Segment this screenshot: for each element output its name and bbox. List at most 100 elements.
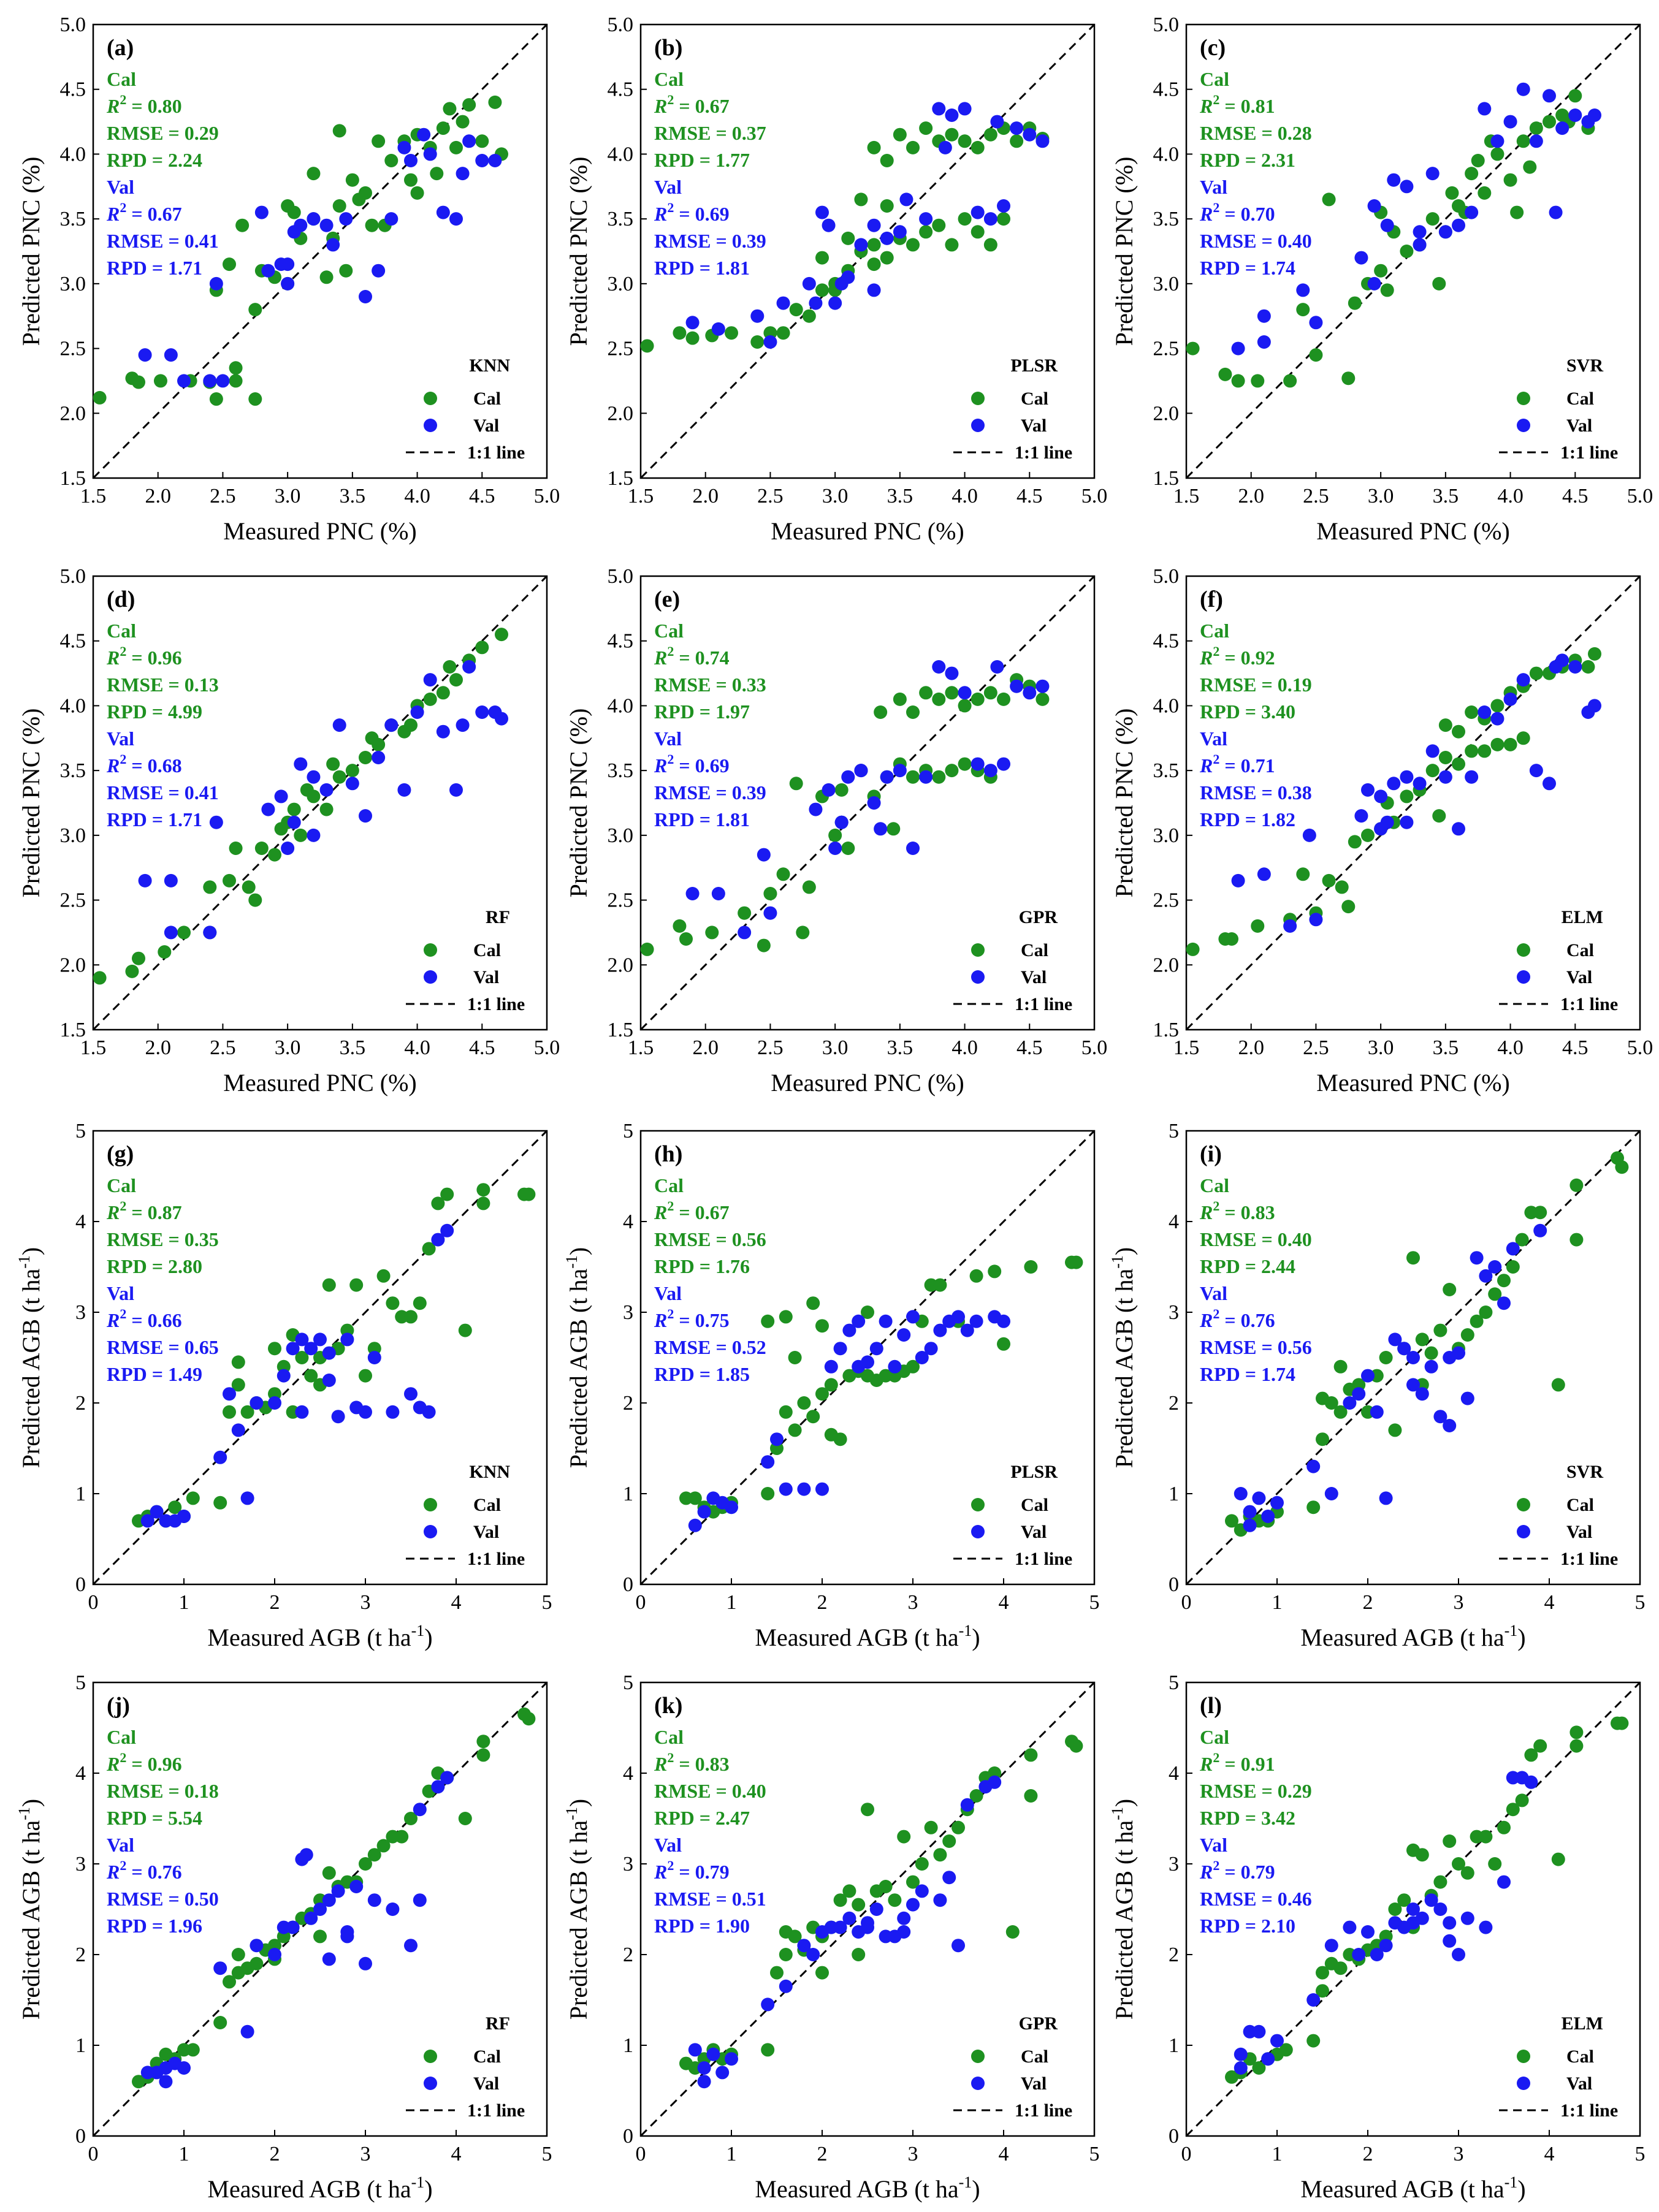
- x-tick-label: 2.5: [210, 1036, 236, 1059]
- val-point: [779, 1482, 793, 1496]
- cal-rpd: RPD = 1.76: [654, 1255, 750, 1277]
- cal-point: [1506, 1803, 1520, 1817]
- cal-point: [1569, 1178, 1584, 1192]
- y-tick-label: 2.5: [60, 889, 86, 912]
- cal-point: [1497, 1820, 1511, 1834]
- x-axis-title: Measured AGB (t ha-1): [207, 2173, 432, 2203]
- chart-panel: 00 1 1 2 2 3 3 4 4 5 5 Measured AGB (t ha-1) Predict…: [1108, 1671, 1646, 2203]
- x-tick-label: 2.0: [1238, 485, 1264, 507]
- x-tick-label: 0: [88, 2143, 99, 2165]
- cal-point: [952, 1820, 965, 1834]
- val-point: [822, 783, 836, 797]
- val-point: [1261, 1510, 1275, 1523]
- cal-point: [423, 692, 437, 706]
- val-point: [1490, 134, 1505, 148]
- val-point: [1343, 1396, 1357, 1410]
- cal-point: [274, 822, 288, 836]
- cal-point: [1510, 205, 1524, 219]
- y-tick-label: 4.0: [608, 694, 634, 717]
- val-point: [307, 770, 321, 784]
- x-tick-label: 4.5: [1016, 1036, 1043, 1059]
- cal-point: [1443, 1283, 1457, 1296]
- y-axis-title: Predicted AGB (t ha-1): [15, 1247, 45, 1469]
- val-point: [449, 783, 463, 797]
- val-point: [958, 102, 972, 116]
- x-tick-label: 4.5: [469, 1036, 495, 1059]
- cal-point: [750, 335, 765, 349]
- val-stats-title: Val: [107, 728, 134, 750]
- y-tick-label: 3.0: [608, 273, 634, 295]
- cal-stats-title: Cal: [107, 1726, 136, 1748]
- val-point: [326, 238, 340, 252]
- val-point: [475, 705, 489, 719]
- y-tick-label: 2.0: [1153, 402, 1180, 425]
- legend-line-label: 1:1 line: [467, 2100, 525, 2121]
- x-tick-label: 4.0: [952, 1036, 978, 1059]
- cal-point: [1438, 718, 1452, 732]
- cal-rmse: RMSE = 0.40: [654, 1780, 766, 1802]
- cal-point: [1309, 348, 1323, 362]
- val-point: [268, 1396, 281, 1410]
- val-stats-title: Val: [654, 176, 682, 198]
- val-point: [331, 1884, 345, 1898]
- chart-panel: 1.51.5 2.0 2.0 2.5 2.5 3.0 3.0 3.5 3.5 4.0 4.0 4.5 4…: [565, 13, 1107, 545]
- x-tick-label: 2: [270, 2143, 280, 2165]
- val-point: [1425, 744, 1440, 758]
- cal-point: [779, 1948, 793, 1961]
- y-tick-label: 3: [623, 1853, 633, 1876]
- cal-point: [854, 192, 868, 207]
- legend-cal-label: Cal: [1566, 940, 1594, 960]
- val-stats-title: Val: [654, 728, 682, 750]
- cal-stats-title: Cal: [654, 1726, 684, 1748]
- val-point: [1010, 121, 1024, 135]
- cal-point: [1432, 276, 1446, 291]
- x-tick-label: 5: [1635, 1591, 1646, 1614]
- val-point: [861, 1920, 874, 1934]
- cal-stats-title: Cal: [654, 620, 684, 642]
- val-point: [880, 770, 894, 784]
- val-point: [1425, 167, 1440, 181]
- cal-point: [942, 1834, 956, 1848]
- x-tick-label: 1.5: [1173, 485, 1200, 507]
- legend-val-label: Val: [1566, 416, 1592, 436]
- y-tick-label: 3: [1169, 1853, 1179, 1876]
- cal-point: [384, 154, 399, 167]
- val-point: [688, 1518, 702, 1532]
- y-tick-label: 3.5: [1153, 759, 1180, 782]
- val-point: [725, 2052, 738, 2066]
- val-r2: R2 = 0.69: [654, 751, 730, 777]
- cal-point: [1479, 1306, 1493, 1319]
- cal-point: [1490, 699, 1505, 713]
- y-tick-label: 1.5: [60, 1019, 86, 1041]
- val-point: [906, 1898, 920, 1912]
- cal-point: [268, 1342, 281, 1356]
- val-point: [879, 1314, 893, 1328]
- cal-point: [945, 764, 959, 778]
- val-point: [440, 1223, 454, 1237]
- legend-cal-marker: [971, 392, 985, 405]
- cal-point: [673, 919, 687, 933]
- y-tick-label: 2.5: [1153, 889, 1180, 912]
- val-rpd: RPD = 1.85: [654, 1363, 750, 1385]
- y-tick-label: 2: [75, 1392, 86, 1415]
- legend-line-label: 1:1 line: [1015, 2100, 1072, 2121]
- cal-point: [919, 225, 933, 239]
- cal-point: [997, 1337, 1010, 1351]
- panel-label: (d): [107, 587, 135, 612]
- val-point: [688, 2043, 702, 2057]
- cal-r2: R2 = 0.74: [654, 644, 730, 669]
- cal-stats-title: Cal: [1200, 1726, 1229, 1748]
- cal-rmse: RMSE = 0.35: [107, 1228, 219, 1250]
- cal-point: [880, 251, 894, 265]
- cal-point: [522, 1187, 536, 1201]
- cal-rpd: RPD = 5.54: [107, 1807, 202, 1829]
- val-point: [997, 1314, 1010, 1328]
- val-point: [983, 764, 997, 778]
- val-point: [933, 1893, 947, 1907]
- cal-point: [983, 127, 997, 142]
- cal-point: [1225, 932, 1238, 946]
- x-axis-title: Measured PNC (%): [771, 1069, 964, 1096]
- val-rmse: RMSE = 0.41: [107, 781, 219, 804]
- cal-point: [1225, 1514, 1238, 1528]
- val-point: [1309, 316, 1323, 330]
